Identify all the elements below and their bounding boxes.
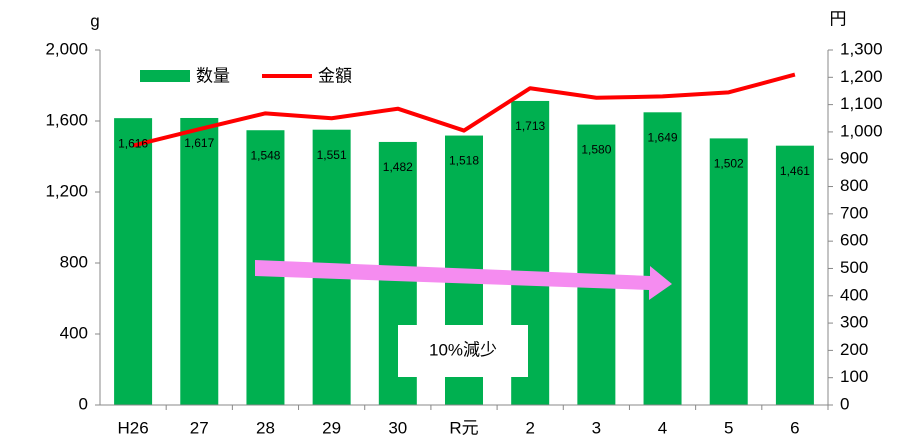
- value-label: 1,482: [383, 160, 413, 174]
- value-label: 1,617: [184, 136, 214, 150]
- y-tick-label: 1,600: [45, 110, 88, 129]
- value-label: 1,461: [780, 164, 810, 178]
- y-tick-label: 2,000: [45, 39, 88, 58]
- value-label: 1,580: [581, 143, 611, 157]
- value-label: 1,518: [449, 154, 479, 168]
- value-label: 1,502: [714, 157, 744, 171]
- bar: [114, 118, 153, 405]
- y2-tick-label: 400: [840, 285, 868, 304]
- annotation-box: [398, 325, 528, 377]
- line: [132, 72, 796, 148]
- y2-tick-label: 1,200: [840, 67, 883, 86]
- x-tick-label: 29: [322, 418, 341, 437]
- y2-tick-label: 700: [840, 203, 868, 222]
- y2-axis-label: 円: [830, 9, 847, 28]
- x-tick-label: 5: [724, 418, 733, 437]
- legend-swatch: [140, 70, 190, 82]
- y2-tick-label: 600: [840, 231, 868, 250]
- x-tick-label: 6: [790, 418, 799, 437]
- annotation: 10%減少: [429, 340, 497, 359]
- bar: [180, 117, 219, 406]
- x-tick-label: 3: [592, 418, 601, 437]
- value-label: 1,649: [648, 130, 678, 144]
- bar: [775, 145, 814, 406]
- y2-tick-label: 1,000: [840, 121, 883, 140]
- y2-tick-label: 100: [840, 367, 868, 386]
- legend-label: 数量: [196, 66, 230, 85]
- y2-tick-label: 1,100: [840, 94, 883, 113]
- trend-arrow: [255, 260, 672, 300]
- x-tick-label: 30: [388, 418, 407, 437]
- x-tick-label: 4: [658, 418, 667, 437]
- y2-tick-label: 900: [840, 149, 868, 168]
- bar: [643, 112, 682, 406]
- y-tick-label: 400: [60, 323, 88, 342]
- y2-tick-label: 1,300: [840, 39, 883, 58]
- x-tick-label: H26: [117, 418, 148, 437]
- y-tick-label: 800: [60, 252, 88, 271]
- value-label: 1,713: [515, 119, 545, 133]
- y2-tick-label: 800: [840, 176, 868, 195]
- y2-tick-label: 300: [840, 313, 868, 332]
- y-tick-label: 0: [79, 394, 88, 413]
- value-label: 1,616: [118, 136, 148, 150]
- x-tick-label: 2: [525, 418, 534, 437]
- x-tick-label: 28: [256, 418, 275, 437]
- legend-label: 金額: [318, 66, 352, 85]
- y2-tick-label: 500: [840, 258, 868, 277]
- bar: [709, 138, 748, 405]
- y-axis-label: g: [90, 11, 99, 30]
- y2-tick-label: 0: [840, 394, 849, 413]
- value-label: 1,548: [250, 148, 280, 162]
- y2-tick-label: 200: [840, 340, 868, 359]
- bar: [577, 124, 616, 406]
- x-tick-label: R元: [449, 418, 478, 437]
- value-label: 1,551: [317, 148, 347, 162]
- x-tick-label: 27: [190, 418, 209, 437]
- y-tick-label: 1,200: [45, 181, 88, 200]
